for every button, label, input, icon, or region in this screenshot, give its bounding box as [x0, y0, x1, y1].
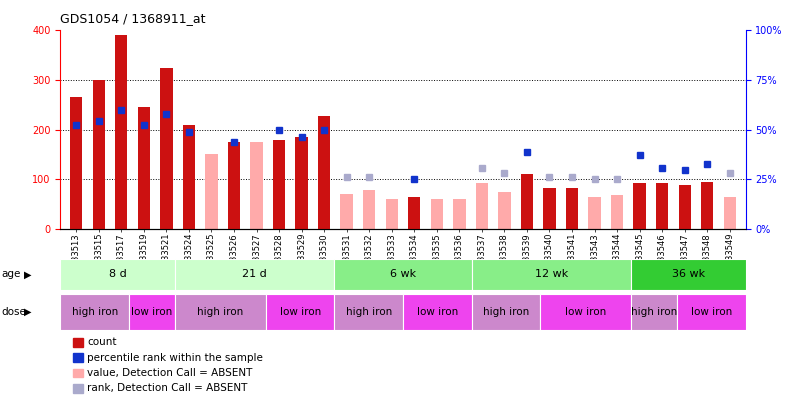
- Bar: [631, 259, 746, 290]
- Bar: [403, 294, 472, 330]
- Text: high iron: high iron: [72, 307, 118, 317]
- Bar: [476, 183, 488, 229]
- Bar: [115, 35, 127, 229]
- Bar: [408, 196, 421, 229]
- Bar: [679, 185, 691, 229]
- Bar: [340, 194, 353, 229]
- Text: high iron: high iron: [631, 307, 677, 317]
- Bar: [540, 294, 631, 330]
- Text: ▶: ▶: [24, 269, 31, 279]
- Bar: [318, 116, 330, 229]
- Bar: [631, 294, 677, 330]
- Text: percentile rank within the sample: percentile rank within the sample: [87, 353, 263, 362]
- Text: high iron: high iron: [197, 307, 243, 317]
- Bar: [521, 174, 533, 229]
- Text: low iron: low iron: [691, 307, 732, 317]
- Bar: [611, 195, 623, 229]
- Text: age: age: [2, 269, 21, 279]
- Bar: [129, 294, 175, 330]
- Text: rank, Detection Call = ABSENT: rank, Detection Call = ABSENT: [87, 384, 247, 393]
- Bar: [472, 294, 540, 330]
- Text: high iron: high iron: [483, 307, 529, 317]
- Bar: [251, 142, 263, 229]
- Bar: [175, 294, 266, 330]
- Bar: [543, 188, 555, 229]
- Bar: [385, 199, 398, 229]
- Bar: [498, 192, 511, 229]
- Text: low iron: low iron: [417, 307, 458, 317]
- Text: low iron: low iron: [280, 307, 321, 317]
- Text: 8 d: 8 d: [109, 269, 127, 279]
- Bar: [677, 294, 746, 330]
- Bar: [453, 199, 466, 229]
- Text: count: count: [87, 337, 117, 347]
- Bar: [175, 259, 334, 290]
- Bar: [60, 259, 175, 290]
- Bar: [334, 294, 403, 330]
- Bar: [93, 80, 105, 229]
- Text: 12 wk: 12 wk: [535, 269, 568, 279]
- Bar: [566, 188, 578, 229]
- Text: low iron: low iron: [565, 307, 606, 317]
- Text: 6 wk: 6 wk: [390, 269, 416, 279]
- Bar: [724, 196, 736, 229]
- Bar: [430, 199, 443, 229]
- Bar: [363, 190, 376, 229]
- Text: high iron: high iron: [346, 307, 392, 317]
- Bar: [656, 183, 668, 229]
- Bar: [701, 182, 713, 229]
- Bar: [472, 259, 631, 290]
- Text: ▶: ▶: [24, 307, 31, 317]
- Text: dose: dose: [2, 307, 27, 317]
- Bar: [183, 125, 195, 229]
- Bar: [138, 107, 150, 229]
- Text: value, Detection Call = ABSENT: value, Detection Call = ABSENT: [87, 368, 252, 378]
- Text: 36 wk: 36 wk: [672, 269, 705, 279]
- Bar: [70, 97, 82, 229]
- Text: 21 d: 21 d: [242, 269, 267, 279]
- Bar: [206, 154, 218, 229]
- Bar: [228, 142, 240, 229]
- Bar: [273, 139, 285, 229]
- Bar: [588, 196, 600, 229]
- Text: GDS1054 / 1368911_at: GDS1054 / 1368911_at: [60, 12, 206, 25]
- Bar: [295, 137, 308, 229]
- Bar: [266, 294, 334, 330]
- Bar: [634, 183, 646, 229]
- Bar: [160, 68, 172, 229]
- Text: low iron: low iron: [131, 307, 172, 317]
- Bar: [334, 259, 472, 290]
- Bar: [60, 294, 129, 330]
